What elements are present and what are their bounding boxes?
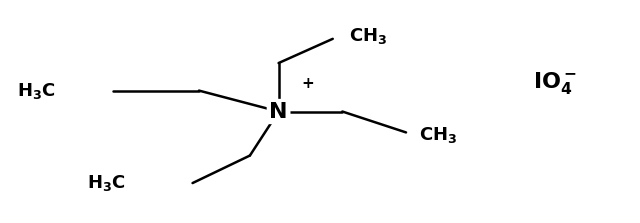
Text: $\mathregular{CH_3}$: $\mathregular{CH_3}$ <box>349 25 387 45</box>
Text: $\mathregular{H_3C}$: $\mathregular{H_3C}$ <box>88 173 126 193</box>
Text: $\mathregular{H_3C}$: $\mathregular{H_3C}$ <box>17 81 56 101</box>
Text: +: + <box>301 76 314 91</box>
Text: $\mathregular{IO_4^-}$: $\mathregular{IO_4^-}$ <box>534 70 577 96</box>
Text: $\mathregular{CH_3}$: $\mathregular{CH_3}$ <box>419 125 457 145</box>
Text: N: N <box>269 101 288 122</box>
